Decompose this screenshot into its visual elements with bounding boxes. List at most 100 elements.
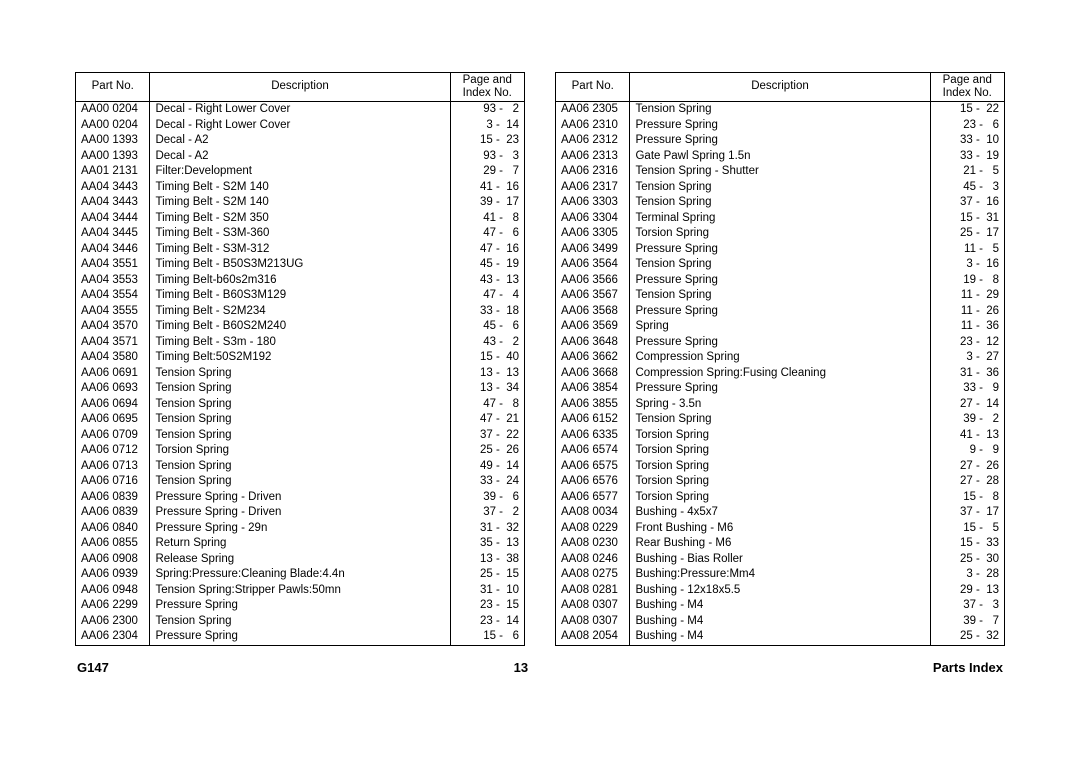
cell-idx: 15 - 6 [450,629,525,645]
cell-part: AA06 0694 [76,397,150,413]
cell-idx: 15 - 23 [450,133,525,149]
table-row: AA04 3551Timing Belt - B50S3M213UG45 - 1… [76,257,525,273]
table-row: AA06 0713Tension Spring49 - 14 [76,459,525,475]
table-row: AA06 3662Compression Spring3 - 27 [556,350,1005,366]
cell-part: AA04 3570 [76,319,150,335]
cell-part: AA06 3662 [556,350,630,366]
table-row: AA08 0230Rear Bushing - M615 - 33 [556,536,1005,552]
cell-part: AA06 2300 [76,614,150,630]
cell-desc: Bushing - M4 [630,614,930,630]
cell-part: AA00 0204 [76,118,150,134]
left-table: Part No. Description Page and Index No. … [75,72,525,646]
cell-idx: 3 - 16 [930,257,1005,273]
cell-desc: Bushing - M4 [630,629,930,645]
cell-part: AA01 2131 [76,164,150,180]
cell-idx: 35 - 13 [450,536,525,552]
cell-idx: 11 - 26 [930,304,1005,320]
cell-desc: Tension Spring [630,102,930,118]
cell-part: AA06 0839 [76,490,150,506]
hdr-idx: Page and Index No. [450,73,525,102]
cell-desc: Pressure Spring [630,335,930,351]
cell-desc: Pressure Spring [630,118,930,134]
cell-part: AA06 3855 [556,397,630,413]
table-row: AA06 3855Spring - 3.5n27 - 14 [556,397,1005,413]
cell-idx: 25 - 26 [450,443,525,459]
cell-desc: Bushing:Pressure:Mm4 [630,567,930,583]
cell-part: AA06 0716 [76,474,150,490]
cell-part: AA06 2316 [556,164,630,180]
cell-part: AA06 3304 [556,211,630,227]
cell-desc: Filter:Development [150,164,450,180]
table-row: AA04 3571Timing Belt - S3m - 18043 - 2 [76,335,525,351]
cell-desc: Tension Spring [630,288,930,304]
right-table: Part No. Description Page and Index No. … [555,72,1005,646]
cell-idx: 33 - 19 [930,149,1005,165]
table-row: AA06 3566Pressure Spring19 - 8 [556,273,1005,289]
table-row: AA06 0855Return Spring35 - 13 [76,536,525,552]
cell-part: AA06 6335 [556,428,630,444]
cell-part: AA06 0712 [76,443,150,459]
table-row: AA08 0307Bushing - M437 - 3 [556,598,1005,614]
cell-part: AA04 3551 [76,257,150,273]
cell-desc: Tension Spring [150,412,450,428]
table-row: AA06 6576Torsion Spring27 - 28 [556,474,1005,490]
cell-desc: Tension Spring [150,614,450,630]
table-row: AA06 0908Release Spring13 - 38 [76,552,525,568]
table-row: AA06 6335Torsion Spring41 - 13 [556,428,1005,444]
cell-desc: Decal - A2 [150,133,450,149]
cell-part: AA04 3580 [76,350,150,366]
cell-idx: 25 - 30 [930,552,1005,568]
footer-left: G147 [77,660,109,675]
cell-part: AA06 3568 [556,304,630,320]
cell-idx: 23 - 15 [450,598,525,614]
cell-idx: 27 - 26 [930,459,1005,475]
cell-idx: 41 - 8 [450,211,525,227]
cell-part: AA06 0948 [76,583,150,599]
table-row: AA06 2299Pressure Spring23 - 15 [76,598,525,614]
table-row: AA06 6574Torsion Spring9 - 9 [556,443,1005,459]
cell-desc: Decal - A2 [150,149,450,165]
cell-idx: 43 - 2 [450,335,525,351]
cell-idx: 39 - 2 [930,412,1005,428]
cell-desc: Bushing - M4 [630,598,930,614]
cell-idx: 33 - 18 [450,304,525,320]
cell-idx: 33 - 10 [930,133,1005,149]
cell-idx: 23 - 12 [930,335,1005,351]
cell-desc: Gate Pawl Spring 1.5n [630,149,930,165]
cell-desc: Pressure Spring [150,598,450,614]
cell-desc: Timing Belt - S2M 350 [150,211,450,227]
cell-desc: Torsion Spring [630,428,930,444]
cell-part: AA06 6152 [556,412,630,428]
cell-part: AA04 3443 [76,195,150,211]
cell-desc: Decal - Right Lower Cover [150,118,450,134]
table-row: AA06 3567Tension Spring11 - 29 [556,288,1005,304]
cell-idx: 3 - 27 [930,350,1005,366]
cell-desc: Tension Spring:Stripper Pawls:50mn [150,583,450,599]
table-row: AA04 3554Timing Belt - B60S3M12947 - 4 [76,288,525,304]
cell-part: AA06 0939 [76,567,150,583]
cell-desc: Pressure Spring [630,242,930,258]
cell-desc: Tension Spring - Shutter [630,164,930,180]
cell-idx: 37 - 22 [450,428,525,444]
table-row: AA06 6152Tension Spring39 - 2 [556,412,1005,428]
cell-part: AA06 3303 [556,195,630,211]
footer-right: Parts Index [933,660,1003,675]
cell-desc: Pressure Spring - Driven [150,490,450,506]
table-row: AA06 0948Tension Spring:Stripper Pawls:5… [76,583,525,599]
cell-idx: 15 - 33 [930,536,1005,552]
table-row: AA04 3443Timing Belt - S2M 14041 - 16 [76,180,525,196]
table-row: AA06 0840Pressure Spring - 29n31 - 32 [76,521,525,537]
cell-part: AA06 2313 [556,149,630,165]
cell-idx: 3 - 14 [450,118,525,134]
cell-idx: 47 - 8 [450,397,525,413]
table-row: AA00 0204Decal - Right Lower Cover3 - 14 [76,118,525,134]
table-row: AA08 2054Bushing - M425 - 32 [556,629,1005,645]
cell-idx: 19 - 8 [930,273,1005,289]
table-row: AA04 3445Timing Belt - S3M-36047 - 6 [76,226,525,242]
table-row: AA06 0691Tension Spring13 - 13 [76,366,525,382]
cell-idx: 9 - 9 [930,443,1005,459]
cell-desc: Spring [630,319,930,335]
table-row: AA06 2304Pressure Spring15 - 6 [76,629,525,645]
cell-desc: Timing Belt - B60S2M240 [150,319,450,335]
cell-idx: 29 - 7 [450,164,525,180]
